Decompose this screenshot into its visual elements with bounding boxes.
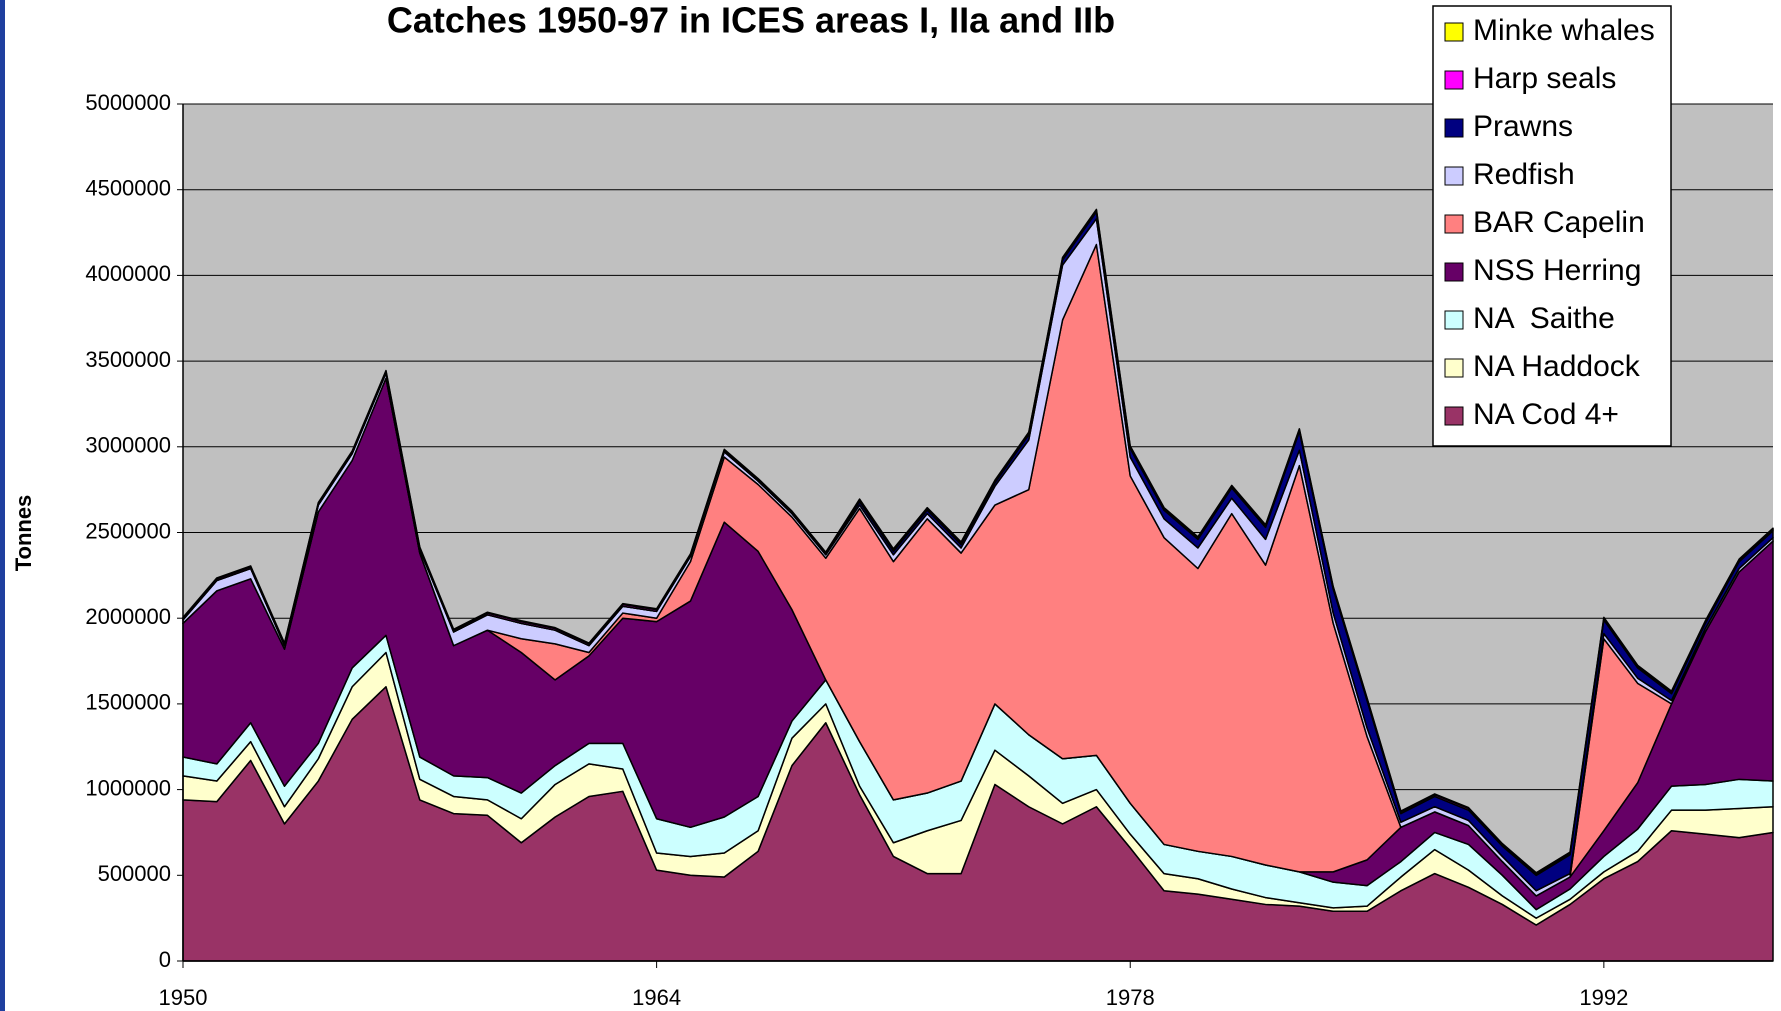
y-tick-label: 500000 xyxy=(98,861,171,886)
legend-label: NA Saithe xyxy=(1473,302,1615,335)
legend-label: NSS Herring xyxy=(1473,254,1641,287)
x-tick-label: 1992 xyxy=(1579,985,1628,1010)
legend-swatch xyxy=(1444,70,1464,90)
legend-swatch xyxy=(1444,166,1464,186)
legend-label: Harp seals xyxy=(1473,62,1616,95)
slide-border xyxy=(0,0,5,1011)
legend-swatch xyxy=(1444,214,1464,234)
y-tick-label: 3500000 xyxy=(85,347,171,372)
y-tick-label: 0 xyxy=(159,947,171,972)
legend-swatch xyxy=(1444,118,1464,138)
legend-label: Redfish xyxy=(1473,158,1575,191)
legend-swatch xyxy=(1444,406,1464,426)
legend-label: BAR Capelin xyxy=(1473,206,1645,239)
x-tick-label: 1978 xyxy=(1106,985,1155,1010)
legend-label: Prawns xyxy=(1473,110,1573,143)
y-tick-label: 4000000 xyxy=(85,261,171,286)
x-tick-label: 1950 xyxy=(159,985,208,1010)
chart-title: Catches 1950-97 in ICES areas I, IIa and… xyxy=(387,0,1115,41)
legend-swatch xyxy=(1444,262,1464,282)
legend-label: Minke whales xyxy=(1473,14,1655,47)
x-tick-label: 1964 xyxy=(632,985,681,1010)
legend-label: NA Haddock xyxy=(1473,350,1641,383)
legend-swatch xyxy=(1444,358,1464,378)
y-tick-label: 3000000 xyxy=(85,433,171,458)
legend-label: NA Cod 4+ xyxy=(1473,398,1619,431)
y-tick-label: 2500000 xyxy=(85,518,171,543)
y-tick-label: 1000000 xyxy=(85,775,171,800)
legend-swatch xyxy=(1444,310,1464,330)
y-tick-label: 2000000 xyxy=(85,604,171,629)
area xyxy=(182,208,1774,875)
legend-swatch xyxy=(1444,22,1464,42)
legend-box xyxy=(1432,5,1672,447)
y-axis-label: Tonnes xyxy=(11,495,36,572)
y-tick-label: 1500000 xyxy=(85,690,171,715)
y-tick-label: 4500000 xyxy=(85,176,171,201)
y-tick-label: 5000000 xyxy=(85,90,171,115)
